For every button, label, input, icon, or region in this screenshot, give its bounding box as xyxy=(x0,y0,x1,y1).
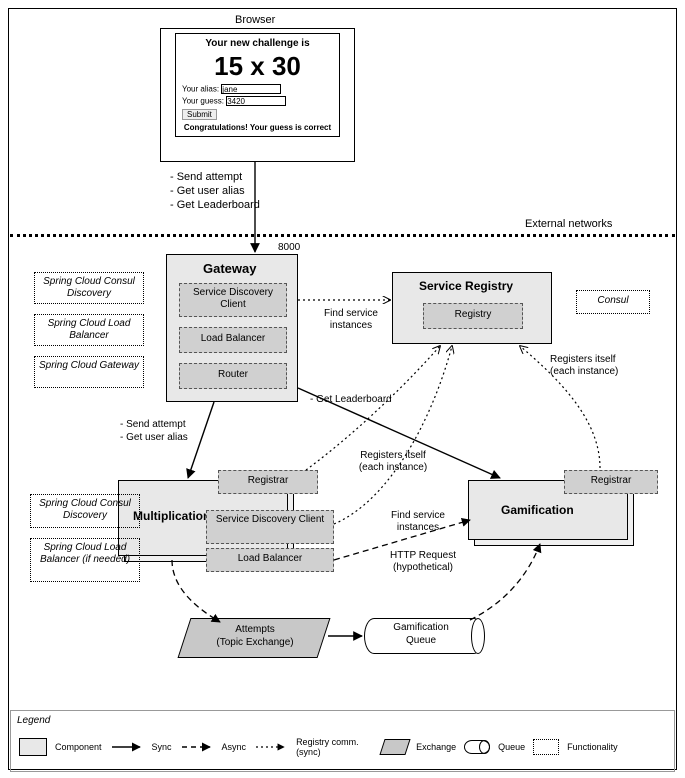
anno2-alias: - Get user alias xyxy=(120,431,188,444)
external-networks-divider xyxy=(10,234,675,237)
consul-side: Consul xyxy=(576,290,650,314)
legend-sync: Sync xyxy=(152,742,172,752)
alias-input[interactable] xyxy=(221,84,281,94)
mult-side-discovery: Spring Cloud Consul Discovery xyxy=(30,494,140,528)
guess-label: Your guess: xyxy=(182,97,224,106)
gamification-title: Gamification xyxy=(501,503,574,517)
mult-side-lb: Spring Cloud Load Balancer (if needed) xyxy=(30,538,140,582)
browser-window: Your new challenge is 15 x 30 Your alias… xyxy=(160,28,355,162)
legend-component-icon xyxy=(19,738,47,756)
gam-registrar-label: Registrar xyxy=(591,475,632,486)
mult-discovery: Service Discovery Client xyxy=(206,510,334,544)
legend-registry: Registry comm. (sync) xyxy=(296,737,374,757)
guess-input[interactable] xyxy=(226,96,286,106)
consul-side-label: Consul xyxy=(597,295,628,306)
alias-label: Your alias: xyxy=(182,85,219,94)
gateway-title: Gateway xyxy=(203,261,256,276)
side-gateway: Spring Cloud Gateway xyxy=(34,356,144,388)
legend-func: Functionality xyxy=(567,742,618,752)
service-registry-title: Service Registry xyxy=(419,279,513,293)
side-load-balancer-label: Spring Cloud Load Balancer xyxy=(48,318,131,341)
browser-annotations: - Send attempt - Get user alias - Get Le… xyxy=(170,170,260,212)
attempts-line2: (Topic Exchange) xyxy=(200,636,310,649)
service-registry-box: Service Registry Registry xyxy=(392,272,552,344)
side-consul-discovery: Spring Cloud Consul Discovery xyxy=(34,272,144,304)
gateway-box: Gateway Service Discovery Client Load Ba… xyxy=(166,254,298,402)
legend-queue: Queue xyxy=(498,742,525,752)
multiplication-title: Multiplication xyxy=(133,509,210,523)
registry-inner-label: Registry xyxy=(455,309,492,320)
mult-discovery-label: Service Discovery Client xyxy=(216,514,324,525)
mult-side-lb-label: Spring Cloud Load Balancer (if needed) xyxy=(40,542,130,565)
legend-sync-icon xyxy=(110,741,144,753)
legend-registry-icon xyxy=(254,741,288,753)
gam-registrar: Registrar xyxy=(564,470,658,494)
challenge-product: 15 x 30 xyxy=(182,51,333,82)
gateway-discovery-label: Service Discovery Client xyxy=(193,287,273,310)
anno-get-alias: - Get user alias xyxy=(170,184,260,198)
challenge-heading: Your new challenge is xyxy=(182,38,333,49)
mult-registrar: Registrar xyxy=(218,470,318,494)
find-instances-2: Find service instances xyxy=(378,510,458,534)
gateway-router-label: Router xyxy=(218,369,248,380)
http-hypo: HTTP Request (hypothetical) xyxy=(378,550,468,574)
side-load-balancer: Spring Cloud Load Balancer xyxy=(34,314,144,346)
gateway-lb-label: Load Balancer xyxy=(201,333,266,344)
legend-row: Component Sync Async Registry comm. (syn… xyxy=(19,731,666,763)
find-instances-1: Find service instances xyxy=(316,308,386,332)
get-leaderboard-label: - Get Leaderboard xyxy=(310,394,392,405)
browser-label: Browser xyxy=(235,14,275,26)
mult-lb-label: Load Balancer xyxy=(238,553,303,564)
external-networks-label: External networks xyxy=(525,218,612,230)
legend-async-icon xyxy=(180,741,214,753)
registers-itself-1: Registers itself (each instance) xyxy=(550,354,636,378)
result-text: Congratulations! Your guess is correct xyxy=(182,123,333,132)
guess-row: Your guess: xyxy=(182,96,333,106)
gam-queue-label: Gamification Queue xyxy=(376,621,466,647)
gateway-router: Router xyxy=(179,363,287,389)
legend-title: Legend xyxy=(17,715,668,726)
mult-side-discovery-label: Spring Cloud Consul Discovery xyxy=(39,498,131,521)
gateway-annotations: - Send attempt - Get user alias xyxy=(120,418,188,444)
registers-itself-2: Registers itself (each instance) xyxy=(348,450,438,474)
legend-func-icon xyxy=(533,739,559,755)
side-gateway-label: Spring Cloud Gateway xyxy=(39,360,139,371)
legend-box: Legend Component Sync Async Registry com… xyxy=(10,710,675,772)
gamq-line1: Gamification xyxy=(376,621,466,634)
mult-registrar-label: Registrar xyxy=(248,475,289,486)
browser-inner: Your new challenge is 15 x 30 Your alias… xyxy=(175,33,340,137)
attempts-exchange-label: Attempts (Topic Exchange) xyxy=(200,623,310,649)
attempts-line1: Attempts xyxy=(200,623,310,636)
gamq-line2: Queue xyxy=(376,634,466,647)
gateway-lb: Load Balancer xyxy=(179,327,287,353)
legend-component: Component xyxy=(55,742,102,752)
mult-lb: Load Balancer xyxy=(206,548,334,572)
legend-async: Async xyxy=(222,742,247,752)
side-consul-discovery-label: Spring Cloud Consul Discovery xyxy=(43,276,135,299)
anno2-send: - Send attempt xyxy=(120,418,188,431)
submit-button[interactable]: Submit xyxy=(182,109,217,120)
legend-queue-icon xyxy=(464,740,490,754)
anno-get-leaderboard: - Get Leaderboard xyxy=(170,198,260,212)
anno-send-attempt: - Send attempt xyxy=(170,170,260,184)
legend-exchange: Exchange xyxy=(416,742,456,752)
gateway-discovery: Service Discovery Client xyxy=(179,283,287,317)
legend-exchange-icon xyxy=(379,739,410,755)
registry-inner: Registry xyxy=(423,303,523,329)
gateway-port: 8000 xyxy=(278,242,300,253)
alias-row: Your alias: xyxy=(182,84,333,94)
